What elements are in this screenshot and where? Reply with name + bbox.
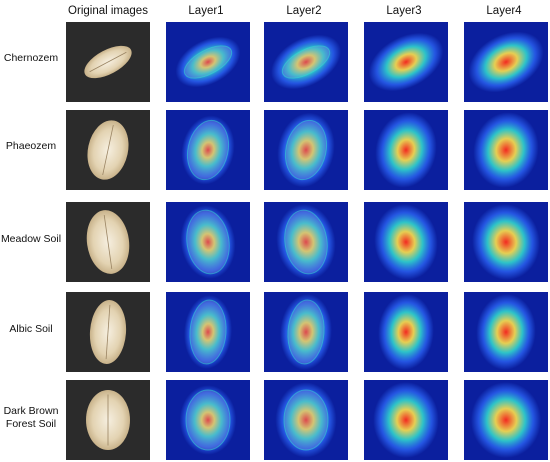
image-albic-soil-layer2	[264, 292, 348, 372]
row-label-phaeozem: Phaeozem	[5, 140, 57, 152]
image-meadow-soil-layer4	[464, 202, 548, 282]
image-chernozem-layer1	[166, 22, 250, 102]
image-phaeozem-layer2	[264, 110, 348, 190]
row-label-albic-soil: Albic Soil	[9, 323, 53, 335]
image-albic-soil-layer1	[166, 292, 250, 372]
column-header-layer3: Layer3	[386, 5, 422, 17]
image-albic-soil-layer4	[464, 292, 548, 372]
image-phaeozem-layer4	[464, 110, 548, 190]
column-header-layer4: Layer4	[486, 5, 522, 17]
image-chernozem-layer4	[464, 22, 548, 102]
image-chernozem-layer3	[364, 22, 448, 102]
image-albic-soil-layer3	[364, 292, 448, 372]
image-dark-brown-forest-soil-layer4	[464, 380, 548, 460]
image-meadow-soil-layer1	[166, 202, 250, 282]
image-dark-brown-forest-soil-layer3	[364, 380, 448, 460]
column-header-layer2: Layer2	[286, 5, 322, 17]
column-header-layer1: Layer1	[188, 5, 224, 17]
image-meadow-soil-layer2	[264, 202, 348, 282]
image-chernozem-layer2	[264, 22, 348, 102]
image-meadow-soil-layer3	[364, 202, 448, 282]
image-phaeozem-layer1	[166, 110, 250, 190]
image-chernozem-original	[66, 22, 150, 102]
image-dark-brown-forest-soil-layer1	[166, 380, 250, 460]
row-label-meadow-soil: Meadow Soil	[0, 233, 62, 245]
column-header-original: Original images	[68, 5, 148, 17]
row-label-chernozem: Chernozem	[3, 52, 59, 64]
image-dark-brown-forest-soil-original	[66, 380, 150, 460]
image-dark-brown-forest-soil-layer2	[264, 380, 348, 460]
row-label-dark-brown-forest-soil: Dark Brown Forest Soil	[3, 405, 59, 430]
image-phaeozem-layer3	[364, 110, 448, 190]
image-albic-soil-original	[66, 292, 150, 372]
image-phaeozem-original	[66, 110, 150, 190]
image-meadow-soil-original	[66, 202, 150, 282]
